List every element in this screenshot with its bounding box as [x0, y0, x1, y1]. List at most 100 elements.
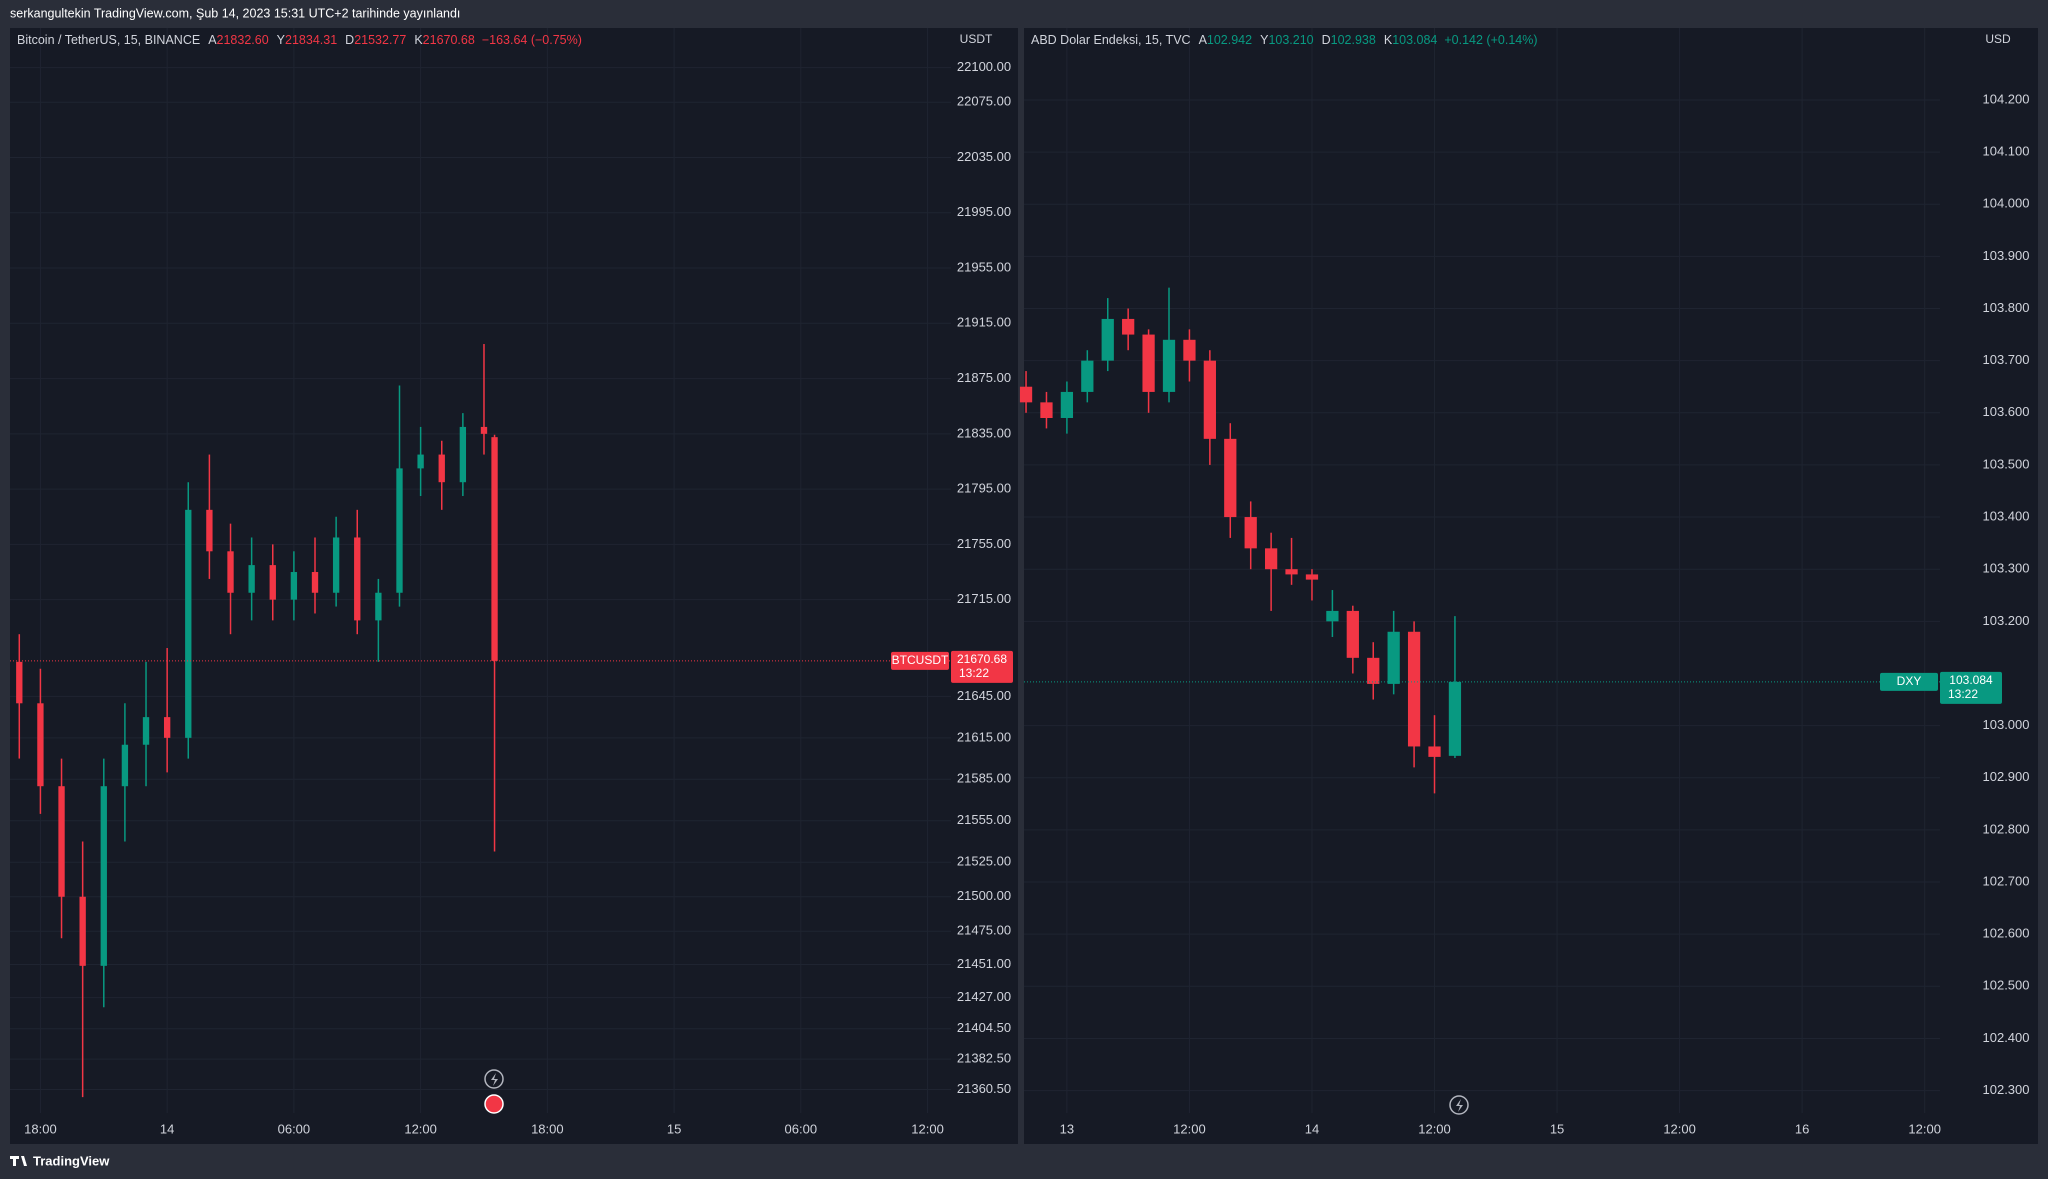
candle-body [1081, 360, 1094, 392]
chart-title: Bitcoin / TetherUS, 15, BINANCE [17, 33, 200, 47]
candle-body [1122, 318, 1135, 335]
countdown-label: 13:22 [959, 666, 989, 680]
y-tick-label: 21500.00 [957, 888, 1011, 903]
y-tick-label: 103.900 [1983, 248, 2030, 263]
candle-body [1387, 631, 1400, 684]
candle-body [1285, 569, 1298, 575]
y-tick-label: 21875.00 [957, 370, 1011, 385]
candle-body [375, 592, 382, 621]
candle-body [185, 509, 192, 738]
candle-body [1346, 610, 1359, 658]
candle-body [1183, 339, 1196, 361]
chart-pane: 22100.00 22075.00 22035.00 21995.00 21955.00… [10, 28, 1013, 1136]
y-tick-label: 102.300 [1983, 1082, 2030, 1097]
y-tick-label: 104.200 [1983, 91, 2030, 106]
event-icons [484, 1069, 1469, 1115]
y-tick-label: 21525.00 [957, 854, 1011, 869]
candle-body [332, 537, 340, 593]
y-tick-label: 103.400 [1983, 508, 2030, 523]
candle-body [438, 454, 445, 483]
y-tick-label: 103.200 [1983, 613, 2030, 628]
event-icon [484, 1069, 504, 1089]
candle-body [1448, 681, 1462, 756]
x-tick-label: 12:00 [404, 1121, 437, 1136]
x-tick-label: 12:00 [1908, 1121, 1941, 1136]
candle-body [1040, 402, 1053, 418]
candle-body [269, 565, 276, 600]
event-icon-bolt [1456, 1099, 1463, 1112]
candle-body [1162, 339, 1176, 392]
y-tick-label: 103.300 [1983, 561, 2030, 576]
x-tick-label: 06:00 [278, 1121, 311, 1136]
y-tick-label: 103.000 [1983, 717, 2030, 732]
ohlc-value: 103.210 [1268, 33, 1313, 47]
candle-body [1326, 610, 1339, 622]
symbol-tag-label: DXY [1897, 674, 1922, 688]
y-tick-label: 103.600 [1983, 404, 2030, 419]
ohlc-key: Y [1260, 33, 1269, 47]
event-icon-bolt [491, 1073, 498, 1086]
y-tick-label: 21995.00 [957, 204, 1011, 219]
candle-body [16, 661, 23, 704]
currency-label: USDT [960, 32, 993, 46]
ohlc-key: K [1384, 33, 1393, 47]
y-tick-label: 21715.00 [957, 591, 1011, 606]
candle-body [100, 786, 107, 966]
candle-body [163, 717, 171, 738]
ohlc-value: 21532.77 [354, 33, 406, 47]
y-tick-label: 21427.00 [957, 989, 1011, 1004]
candle-body [79, 896, 86, 966]
logo-icon [10, 1156, 27, 1166]
candle-body [1142, 334, 1155, 392]
ohlc-value: 103.084 [1392, 33, 1437, 47]
y-tick-label: 21795.00 [957, 481, 1011, 496]
candle-body [37, 703, 44, 787]
candle-body [1367, 657, 1380, 684]
y-tick-label: 21615.00 [957, 729, 1011, 744]
x-tick-label: 16 [1795, 1121, 1809, 1136]
y-tick-label: 103.700 [1983, 352, 2030, 367]
candle-body [1305, 574, 1319, 580]
candle-body [354, 537, 361, 621]
y-tick-label: 21555.00 [957, 812, 1011, 827]
candle-body [1101, 318, 1114, 361]
candle-body [142, 717, 150, 745]
y-tick-label: 22100.00 [957, 59, 1011, 74]
price-tag [1940, 671, 2002, 704]
y-tick-label: 21955.00 [957, 259, 1011, 274]
candle-body [1428, 746, 1441, 757]
y-tick-label: 21755.00 [957, 536, 1011, 551]
x-tick-label: 12:00 [1663, 1121, 1696, 1136]
change-value: +0.142 (+0.14%) [1444, 33, 1537, 47]
x-tick-label: 12:00 [1418, 1121, 1451, 1136]
x-tick-label: 15 [1550, 1121, 1564, 1136]
price-tag-label: 103.084 [1949, 673, 1993, 687]
candle-body [1224, 438, 1237, 518]
y-tick-label: 21451.00 [957, 956, 1011, 971]
y-tick-label: 21475.00 [957, 923, 1011, 938]
y-tick-label: 103.800 [1983, 300, 2030, 315]
candle-body [311, 572, 319, 593]
y-tick-label: 22075.00 [957, 94, 1011, 109]
y-tick-label: 104.000 [1983, 196, 2030, 211]
y-tick-label: 21915.00 [957, 315, 1011, 330]
y-tick-label: 104.100 [1983, 144, 2030, 159]
brand-name: TradingView [33, 1153, 110, 1168]
ohlc-value: 21834.31 [285, 33, 337, 47]
candle-body [1060, 391, 1074, 418]
candle-body [248, 565, 255, 593]
ohlc-key: K [414, 33, 423, 47]
chart-pane: 104.200 104.100 104.000 103.900 103.800 103.7… [1019, 28, 2030, 1136]
ohlc-key: A [1199, 33, 1208, 47]
candle-body [290, 572, 298, 600]
y-tick-label: 21585.00 [957, 771, 1011, 786]
y-tick-label: 22035.00 [957, 149, 1011, 164]
x-tick-label: 12:00 [911, 1121, 944, 1136]
y-tick-label: 102.800 [1983, 821, 2030, 836]
currency-label: USD [1985, 32, 2011, 46]
y-tick-label: 102.500 [1983, 978, 2030, 993]
chart-legend: Bitcoin / TetherUS, 15, BINANCE A21832.60… [17, 33, 582, 47]
candle-body [121, 744, 129, 787]
x-tick-label: 14 [160, 1121, 174, 1136]
